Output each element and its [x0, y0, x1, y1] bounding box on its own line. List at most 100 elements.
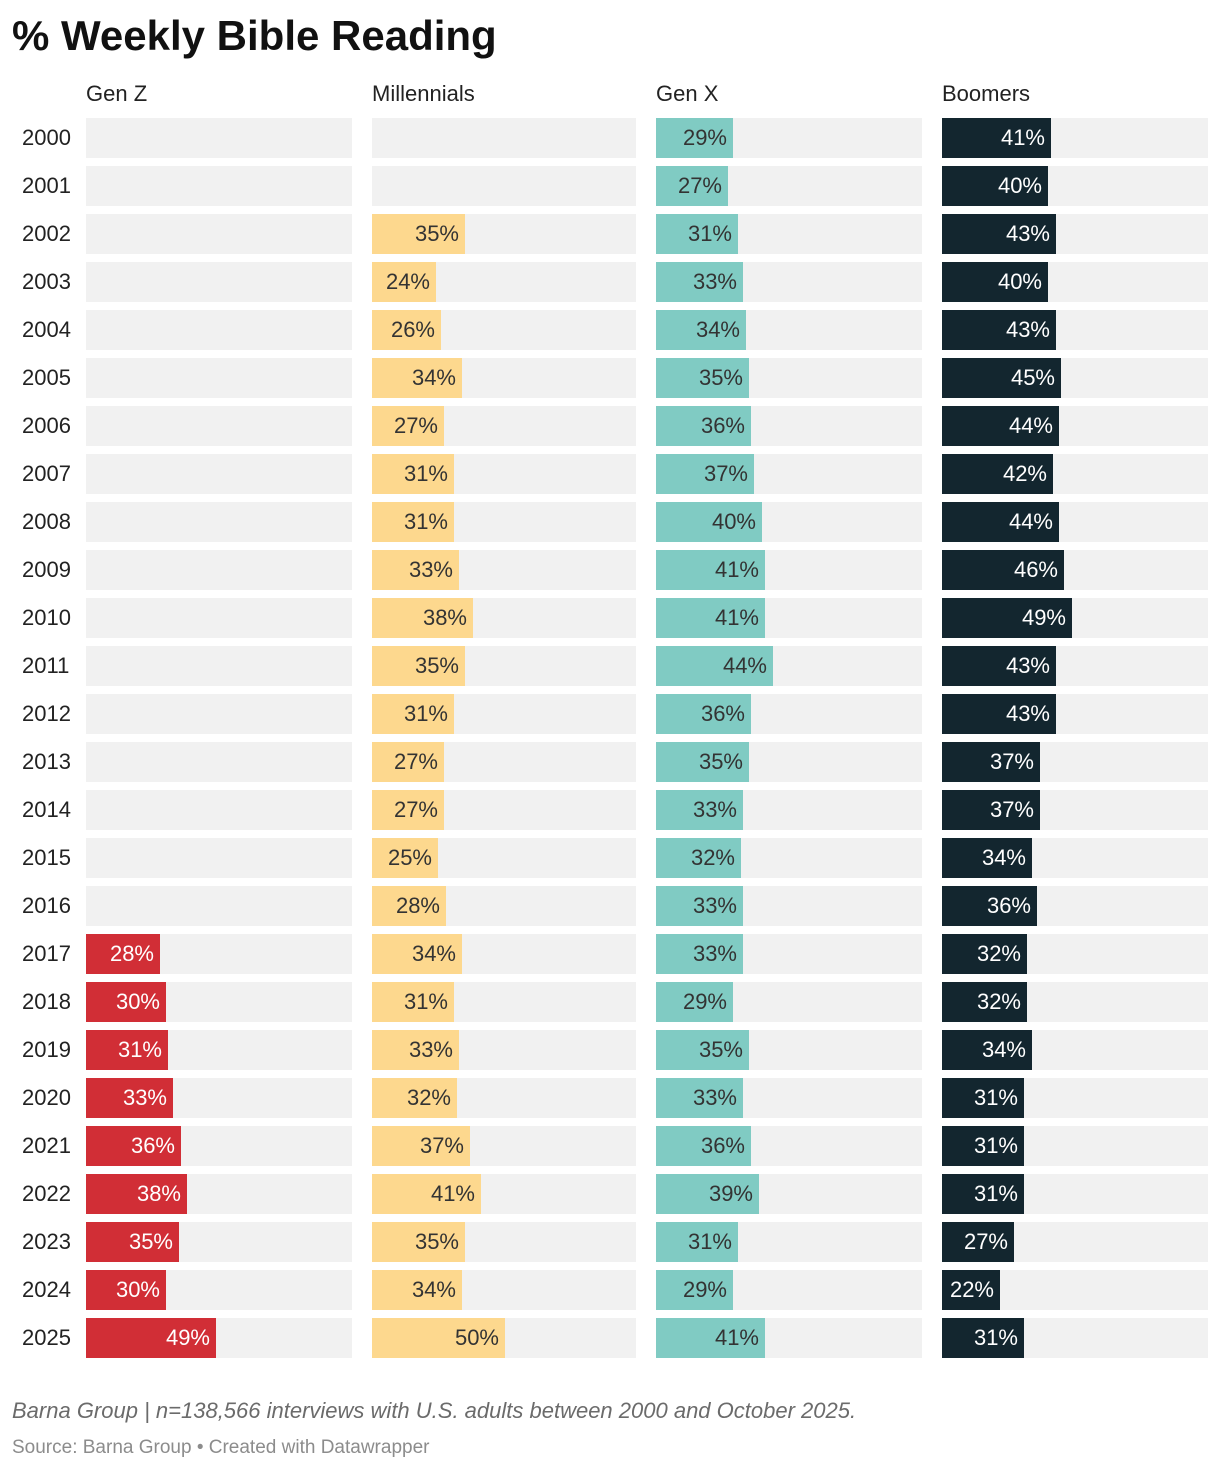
bar [86, 1126, 181, 1166]
bar [656, 1126, 751, 1166]
bar [656, 358, 749, 398]
year-label: 2019 [22, 1037, 71, 1062]
bar-value-label: 33% [692, 269, 737, 294]
bar-track: 32% [942, 982, 1208, 1022]
bar [372, 454, 454, 494]
bar-track: 35% [656, 742, 922, 782]
bar-value-label: 33% [692, 1085, 737, 1110]
bar-value-label: 35% [698, 1037, 743, 1062]
bar [656, 166, 728, 206]
bar [372, 358, 462, 398]
bar-track: 43% [942, 694, 1208, 734]
bar-value-label: 32% [690, 845, 735, 870]
bar-track: 26% [372, 310, 636, 350]
bar-track [86, 214, 352, 254]
bar-track: 36% [656, 694, 922, 734]
bar [372, 598, 473, 638]
bar [656, 454, 754, 494]
bar-track: 40% [942, 262, 1208, 302]
bar-value-label: 29% [682, 1277, 727, 1302]
bar [372, 214, 465, 254]
bar-track: 37% [656, 454, 922, 494]
bar-track: 33% [86, 1078, 352, 1118]
bar-track [86, 742, 352, 782]
bar [942, 1222, 1014, 1262]
bar-track [86, 790, 352, 830]
bar-track: 27% [372, 790, 636, 830]
bar-track: 41% [656, 1318, 922, 1358]
bar-value-label: 31% [973, 1085, 1018, 1110]
year-label: 2011 [22, 653, 70, 678]
chart-note: Barna Group | n=138,566 interviews with … [12, 1398, 857, 1423]
bar-value-label: 41% [714, 1325, 759, 1350]
bar-value-label: 49% [165, 1325, 210, 1350]
bar-track: 42% [942, 454, 1208, 494]
bar [372, 934, 462, 974]
bar [656, 598, 765, 638]
bar-track: 45% [942, 358, 1208, 398]
bar-track: 32% [372, 1078, 636, 1118]
bar [372, 1030, 459, 1070]
bar-track: 33% [656, 886, 922, 926]
bar-value-label: 40% [997, 173, 1042, 198]
bar-value-label: 40% [997, 269, 1042, 294]
bar-value-label: 26% [390, 317, 435, 342]
year-label: 2025 [22, 1325, 71, 1350]
bar [372, 1222, 465, 1262]
bar [372, 646, 465, 686]
bar-value-label: 27% [677, 173, 722, 198]
bar [656, 838, 741, 878]
bar-track: 22% [942, 1270, 1208, 1310]
bar-track: 35% [656, 1030, 922, 1070]
bar-track: 31% [942, 1318, 1208, 1358]
bar-value-label: 27% [963, 1229, 1008, 1254]
bar-value-label: 41% [714, 557, 759, 582]
bar-value-label: 36% [700, 1133, 745, 1158]
bar-track [86, 166, 352, 206]
bar-value-label: 30% [115, 1277, 160, 1302]
bar-track: 34% [372, 1270, 636, 1310]
bar-track: 49% [942, 598, 1208, 638]
bar-track: 35% [372, 214, 636, 254]
bar [656, 694, 751, 734]
bar [656, 1318, 765, 1358]
bar-track: 31% [372, 982, 636, 1022]
year-label: 2018 [22, 989, 71, 1014]
bar [372, 790, 444, 830]
bar-track: 44% [942, 406, 1208, 446]
bar [372, 1318, 505, 1358]
bar [372, 262, 436, 302]
chart-source: Source: Barna Group • Created with Dataw… [12, 1437, 430, 1458]
year-label: 2002 [22, 221, 71, 246]
bar [656, 406, 751, 446]
bar-track [86, 646, 352, 686]
bar-track [86, 598, 352, 638]
bar-track: 36% [942, 886, 1208, 926]
bar-track: 31% [942, 1078, 1208, 1118]
year-label: 2014 [22, 797, 71, 822]
bar [372, 694, 454, 734]
bar [656, 310, 746, 350]
bar-track: 31% [86, 1030, 352, 1070]
bar-track: 28% [372, 886, 636, 926]
bar [86, 934, 160, 974]
bar [942, 694, 1056, 734]
bar [86, 1318, 216, 1358]
bar [372, 982, 454, 1022]
bar-value-label: 29% [682, 989, 727, 1014]
bar-value-label: 29% [682, 125, 727, 150]
bar-value-label: 33% [122, 1085, 167, 1110]
bar-track: 27% [372, 742, 636, 782]
bar-track [86, 118, 352, 158]
bar-value-label: 35% [698, 365, 743, 390]
bar-track: 35% [372, 1222, 636, 1262]
bar [656, 742, 749, 782]
bar-value-label: 34% [411, 941, 456, 966]
bar [86, 1270, 166, 1310]
bar [86, 1078, 173, 1118]
bar-value-label: 37% [419, 1133, 464, 1158]
bar [656, 118, 733, 158]
bar [372, 502, 454, 542]
bar-track: 36% [656, 1126, 922, 1166]
bar [656, 790, 743, 830]
